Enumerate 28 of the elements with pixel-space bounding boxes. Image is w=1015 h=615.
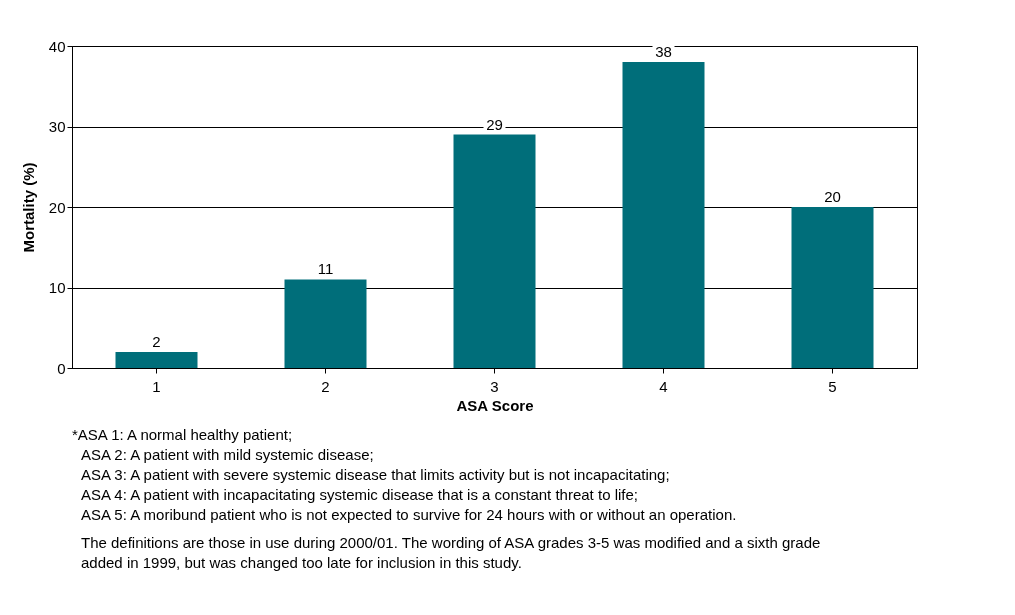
data-label: 11 <box>317 260 334 278</box>
bar <box>115 351 198 368</box>
text: *ASA 1: A normal healthy patient; <box>72 426 293 443</box>
y-tick-label: 30 <box>48 118 66 135</box>
bar <box>791 207 874 368</box>
text: The definitions are those in use during 2000/01. The wording of ASA grades 3-5 was modified and a sixth grade added in 1999, but was changed too late for inclusion in this study. <box>81 534 821 571</box>
y-tick-label: 40 <box>48 37 66 55</box>
y-tick-label: 20 <box>48 198 66 216</box>
x-tick-label: 1 <box>152 377 161 395</box>
data-label: 29 <box>486 115 503 133</box>
y-tick-label: 10 <box>48 279 66 296</box>
data-label: 20 <box>824 188 841 205</box>
bar <box>453 134 536 368</box>
x-tick-label: 3 <box>490 377 499 395</box>
text: ASA 2: A patient with mild systemic disease; <box>81 446 374 463</box>
bar <box>284 279 367 368</box>
bar <box>622 62 705 368</box>
x-tick-label: 4 <box>659 377 668 395</box>
text: ASA 4: A patient with incapacitating systemic disease that is a constant threat to life; <box>81 486 638 503</box>
y-tick-label: 0 <box>57 359 66 377</box>
text: ASA 3: A patient with severe systemic disease that limits activity but is not incapacitating; <box>81 466 670 483</box>
text: ASA 5: A moribund patient who is not expected to survive for 24 hours with or without an operation. <box>81 506 737 523</box>
x-tick-label: 2 <box>321 377 330 395</box>
x-axis-title: ASA Score <box>456 396 534 414</box>
x-tick-label: 5 <box>828 377 837 395</box>
y-axis-title: Mortality (%) <box>19 162 37 253</box>
data-label: 2 <box>152 332 161 350</box>
data-label: 38 <box>655 43 672 61</box>
